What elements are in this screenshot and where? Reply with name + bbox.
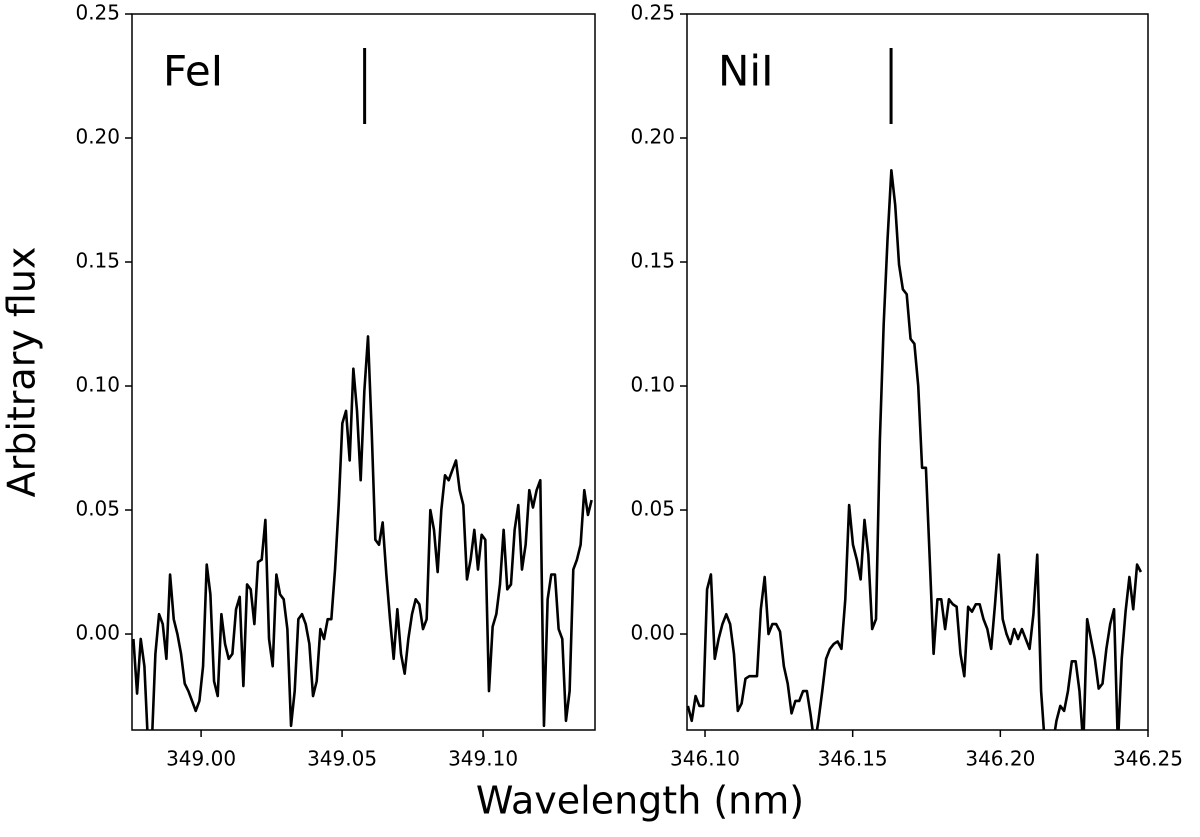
y-tick-label: 0.05: [630, 497, 675, 521]
x-tick-label: 346.15: [818, 747, 888, 771]
y-tick-label: 0.00: [75, 621, 120, 645]
annotation: FeI: [163, 47, 223, 96]
y-tick-label: 0.15: [630, 249, 675, 273]
y-tick-label: 0.05: [75, 497, 120, 521]
x-axis-label: Wavelength (nm): [476, 779, 804, 823]
x-tick-label: 346.20: [965, 747, 1035, 771]
x-tick-label: 349.00: [166, 747, 236, 771]
spectrum-line: [687, 168, 1143, 730]
x-tick-label: 349.05: [307, 747, 377, 771]
axes-frame: [131, 13, 596, 731]
x-tick-label: 346.10: [670, 747, 740, 771]
x-tick-label: 346.25: [1113, 747, 1183, 771]
y-tick-label: 0.25: [630, 1, 675, 25]
y-tick-label: 0.25: [75, 1, 120, 25]
y-tick-label: 0.20: [75, 125, 120, 149]
y-tick-label: 0.20: [630, 125, 675, 149]
axes-frame: [686, 13, 1149, 731]
annotation: NiI: [718, 47, 773, 96]
y-tick-label: 0.00: [630, 621, 675, 645]
y-tick-label: 0.10: [630, 373, 675, 397]
y-tick-label: 0.10: [75, 373, 120, 397]
spectrum-line: [132, 335, 593, 730]
x-tick-label: 349.10: [448, 747, 518, 771]
y-axis-label: Arbitrary flux: [0, 247, 44, 498]
y-tick-label: 0.15: [75, 249, 120, 273]
